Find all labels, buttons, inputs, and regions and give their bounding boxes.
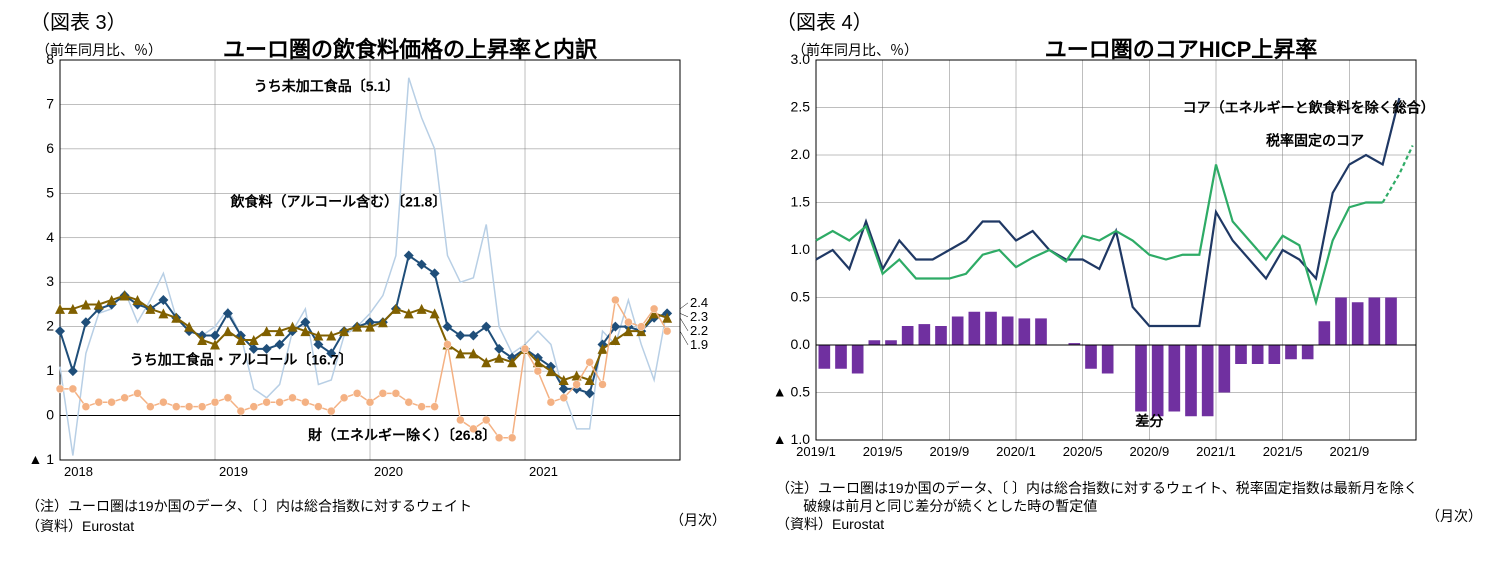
- svg-text:2019/9: 2019/9: [929, 444, 969, 459]
- svg-text:財（エネルギー除く）〔26.8〕: 財（エネルギー除く）〔26.8〕: [307, 427, 496, 443]
- svg-text:2.3: 2.3: [690, 309, 708, 324]
- svg-text:4: 4: [46, 229, 54, 245]
- svg-text:0.5: 0.5: [791, 289, 811, 305]
- svg-text:2020: 2020: [374, 464, 403, 479]
- svg-text:1.5: 1.5: [791, 194, 811, 210]
- svg-text:1: 1: [46, 362, 54, 378]
- svg-text:0: 0: [46, 407, 54, 423]
- svg-text:3.0: 3.0: [791, 51, 811, 67]
- svg-text:6: 6: [46, 140, 54, 156]
- svg-text:2020/1: 2020/1: [996, 444, 1036, 459]
- svg-text:▲ 0.5: ▲ 0.5: [773, 384, 810, 400]
- svg-text:2021: 2021: [529, 464, 558, 479]
- svg-text:2021/5: 2021/5: [1263, 444, 1303, 459]
- panel-right: （図表 4） （前年同月比、％） ユーロ圏のコアHICP上昇率 ▲ 1.0▲ 0…: [746, 0, 1492, 568]
- svg-text:2020/5: 2020/5: [1063, 444, 1103, 459]
- svg-text:2019: 2019: [219, 464, 248, 479]
- page: （図表 3） （前年同月比、％） ユーロ圏の飲食料価格の上昇率と内訳 ▲ 101…: [0, 0, 1492, 568]
- note-left-2: （資料）Eurostat: [26, 516, 134, 536]
- svg-text:コア（エネルギーと飲食料を除く総合）: コア（エネルギーと飲食料を除く総合）: [1183, 99, 1435, 115]
- svg-text:2020/9: 2020/9: [1129, 444, 1169, 459]
- svg-text:0.0: 0.0: [791, 336, 811, 352]
- svg-text:税率固定のコア: 税率固定のコア: [1266, 133, 1364, 149]
- svg-text:2019/5: 2019/5: [863, 444, 903, 459]
- xunit-left: （月次）: [670, 510, 726, 530]
- svg-text:2021/1: 2021/1: [1196, 444, 1236, 459]
- panel-left: （図表 3） （前年同月比、％） ユーロ圏の飲食料価格の上昇率と内訳 ▲ 101…: [0, 0, 746, 568]
- svg-text:5: 5: [46, 184, 54, 200]
- note-left-1: （注）ユーロ圏は19か国のデータ、〔 〕内は総合指数に対するウェイト: [26, 496, 472, 516]
- svg-text:1.9: 1.9: [690, 337, 708, 352]
- svg-text:2019/1: 2019/1: [796, 444, 836, 459]
- svg-text:2.5: 2.5: [791, 99, 811, 115]
- svg-text:▲ 1: ▲ 1: [28, 451, 54, 467]
- svg-text:2021/9: 2021/9: [1329, 444, 1369, 459]
- svg-text:うち加工食品・アルコール〔16.7〕: うち加工食品・アルコール〔16.7〕: [130, 351, 353, 367]
- chart-left: ▲ 1 0 1 2 3 4 5 6 7 8 2018 2019 2020 2021 うち未加工食品〔5.1〕…: [0, 0, 746, 520]
- svg-text:2018: 2018: [64, 464, 93, 479]
- note-right-3: （資料）Eurostat: [776, 514, 884, 534]
- svg-text:3: 3: [46, 273, 54, 289]
- svg-text:8: 8: [46, 51, 54, 67]
- svg-text:差分: 差分: [1135, 413, 1163, 429]
- note-right-2: 破線は前月と同じ差分が続くとした時の暫定値: [776, 496, 1097, 516]
- svg-text:7: 7: [46, 95, 54, 111]
- chart-right: ▲ 1.0▲ 0.50.00.51.01.52.02.53.02019/1201…: [746, 0, 1492, 520]
- svg-text:2.4: 2.4: [690, 295, 708, 310]
- svg-text:飲食料（アルコール含む）〔21.8〕: 飲食料（アルコール含む）〔21.8〕: [230, 194, 447, 210]
- svg-text:1.0: 1.0: [791, 241, 811, 257]
- note-right-1: （注）ユーロ圏は19か国のデータ、〔 〕内は総合指数に対するウェイト、税率固定指…: [776, 478, 1418, 498]
- svg-text:うち未加工食品〔5.1〕: うち未加工食品〔5.1〕: [254, 78, 399, 94]
- svg-text:2: 2: [46, 318, 54, 334]
- svg-text:2.2: 2.2: [690, 323, 708, 338]
- svg-text:2.0: 2.0: [791, 146, 811, 162]
- xunit-right: （月次）: [1426, 506, 1482, 526]
